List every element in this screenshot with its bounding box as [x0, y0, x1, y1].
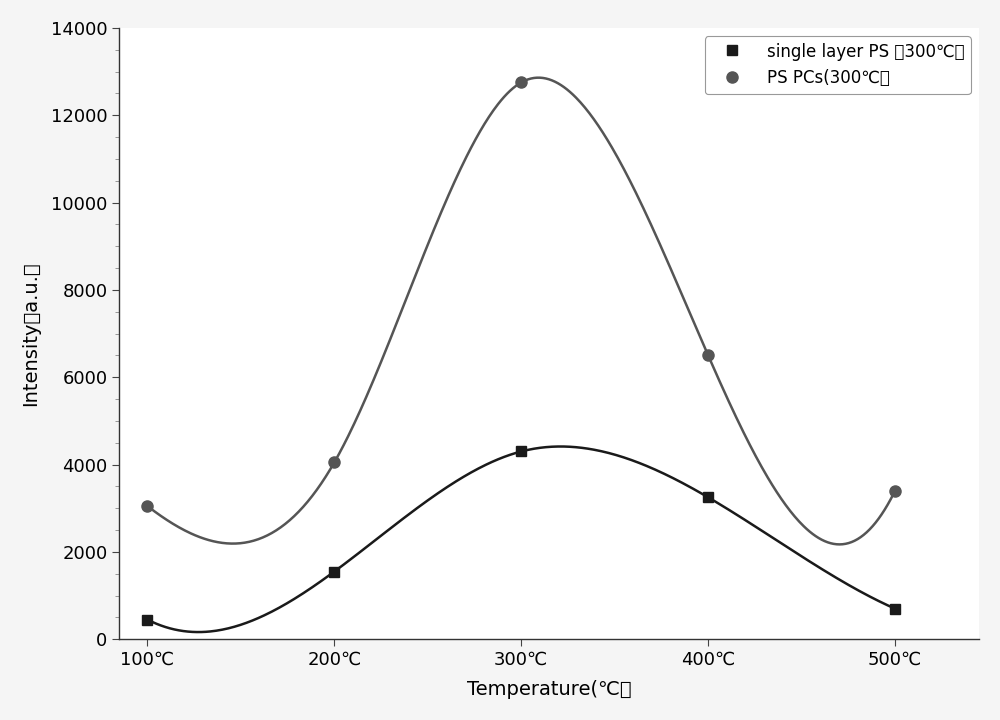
Legend: single layer PS （300℃）, PS PCs(300℃）: single layer PS （300℃）, PS PCs(300℃）	[705, 36, 971, 94]
Y-axis label: Intensity（a.u.）: Intensity（a.u.）	[21, 261, 40, 406]
PS PCs(300℃）	[702, 351, 714, 360]
single layer PS （300℃）	[328, 567, 340, 576]
PS PCs(300℃）	[328, 458, 340, 467]
single layer PS （300℃）	[515, 447, 527, 456]
PS PCs(300℃）	[515, 78, 527, 86]
single layer PS （300℃）	[889, 604, 901, 613]
PS PCs(300℃）	[889, 487, 901, 495]
X-axis label: Temperature(℃）: Temperature(℃）	[467, 680, 632, 699]
single layer PS （300℃）	[702, 493, 714, 502]
single layer PS （300℃）	[141, 616, 153, 624]
PS PCs(300℃）	[141, 502, 153, 510]
Line: PS PCs(300℃）: PS PCs(300℃）	[142, 77, 901, 512]
Line: single layer PS （300℃）: single layer PS （300℃）	[143, 446, 900, 624]
